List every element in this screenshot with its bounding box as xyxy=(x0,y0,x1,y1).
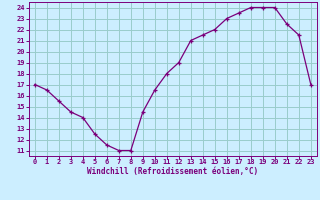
X-axis label: Windchill (Refroidissement éolien,°C): Windchill (Refroidissement éolien,°C) xyxy=(87,167,258,176)
